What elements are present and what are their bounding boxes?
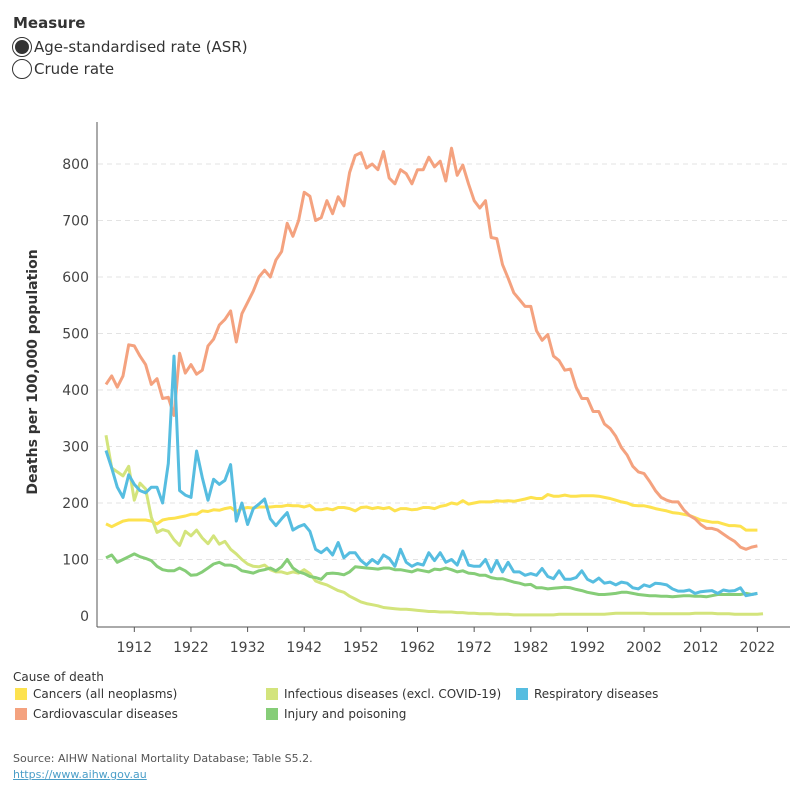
legend-label: Cancers (all neoplasms) xyxy=(33,687,178,701)
series-line-injury-and-poisoning[interactable] xyxy=(105,552,758,599)
y-tick-label: 200 xyxy=(62,496,89,512)
radio-crude-rate[interactable]: Crude rate xyxy=(12,59,114,79)
radio-label: Crude rate xyxy=(34,60,115,78)
legend-item-cardiovascular[interactable]: Cardiovascular diseases xyxy=(15,707,178,721)
x-tick-label: 1982 xyxy=(513,640,549,656)
x-tick-label: 1962 xyxy=(400,640,436,656)
legend-item-infectious[interactable]: Infectious diseases (excl. COVID-19) xyxy=(266,687,501,701)
legend-swatch xyxy=(15,688,27,700)
series-line-cardiovascular-diseases[interactable] xyxy=(104,146,758,551)
legend-item-respiratory[interactable]: Respiratory diseases xyxy=(516,687,658,701)
x-tick-label: 1942 xyxy=(286,640,322,656)
source-note: Source: AIHW National Mortality Database… xyxy=(13,752,313,765)
x-tick-label: 1972 xyxy=(456,640,492,656)
y-tick-label: 700 xyxy=(62,214,89,230)
y-tick-label: 400 xyxy=(62,383,89,399)
x-tick-label: 1992 xyxy=(570,640,606,656)
legend-swatch xyxy=(266,708,278,720)
y-axis-title: Deaths per 100,000 population xyxy=(25,249,41,494)
series-line-infectious-diseases-excl-covid-19[interactable] xyxy=(104,434,764,617)
y-tick-label: 800 xyxy=(62,157,89,173)
legend-item-injury[interactable]: Injury and poisoning xyxy=(266,707,406,721)
y-tick-label: 500 xyxy=(62,327,89,343)
legend-swatch xyxy=(266,688,278,700)
legend-label: Respiratory diseases xyxy=(534,687,659,701)
series-line-respiratory-diseases[interactable] xyxy=(104,354,758,598)
legend-swatch xyxy=(516,688,528,700)
y-tick-label: 100 xyxy=(62,553,89,569)
x-tick-label: 1952 xyxy=(343,640,379,656)
x-tick-label: 1922 xyxy=(173,640,209,656)
legend-label: Injury and poisoning xyxy=(284,707,407,721)
legend-label: Cardiovascular diseases xyxy=(33,707,178,721)
x-tick-label: 1932 xyxy=(230,640,266,656)
y-tick-label: 600 xyxy=(62,270,89,286)
legend-swatch xyxy=(15,708,27,720)
legend-title: Cause of death xyxy=(13,670,104,684)
series-line-cancers-all-neoplasms[interactable] xyxy=(105,493,758,532)
y-tick-label: 300 xyxy=(62,440,89,456)
measure-title: Measure xyxy=(13,14,86,32)
radio-age-standardised-rate[interactable]: Age-standardised rate (ASR) xyxy=(12,37,248,57)
x-tick-label: 2012 xyxy=(683,640,719,656)
radio-label: Age-standardised rate (ASR) xyxy=(34,38,248,56)
aihw-link[interactable]: https://www.aihw.gov.au xyxy=(13,768,147,781)
x-tick-label: 2022 xyxy=(740,640,776,656)
x-tick-label: 1912 xyxy=(116,640,152,656)
legend-item-cancers[interactable]: Cancers (all neoplasms) xyxy=(15,687,177,701)
x-tick-label: 2002 xyxy=(626,640,662,656)
radio-selected-icon[interactable] xyxy=(12,37,32,57)
y-tick-label: 0 xyxy=(80,609,89,625)
legend-label: Infectious diseases (excl. COVID-19) xyxy=(284,687,502,701)
radio-unselected-icon[interactable] xyxy=(12,59,32,79)
